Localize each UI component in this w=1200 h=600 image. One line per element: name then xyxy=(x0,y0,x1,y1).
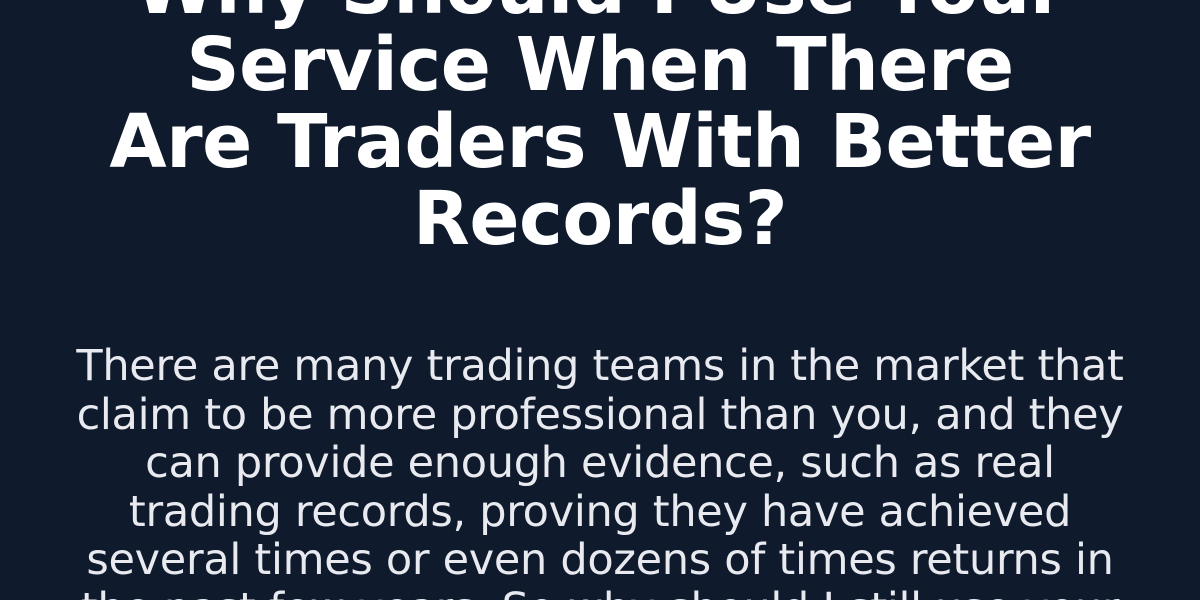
title-line: Why Should I Use Your xyxy=(0,0,1200,27)
faq-question-title: Why Should I Use Your Service When There… xyxy=(0,0,1200,258)
title-line: Records? xyxy=(412,176,788,262)
body-line: There are many trading teams in the mark… xyxy=(76,341,1124,391)
title-line: Service When There xyxy=(186,22,1014,108)
body-line: the past few years. So why should I stil… xyxy=(0,584,1200,600)
title-line: Are Traders With Better xyxy=(109,99,1091,185)
body-line: several times or even dozens of times re… xyxy=(86,535,1114,585)
body-line: trading records, proving they have achie… xyxy=(128,486,1072,537)
body-line: can provide enough evidence, such as rea… xyxy=(145,438,1055,488)
faq-answer-text: There are many trading teams in the mark… xyxy=(0,342,1200,600)
body-line: claim to be more professional than you, … xyxy=(76,389,1124,440)
